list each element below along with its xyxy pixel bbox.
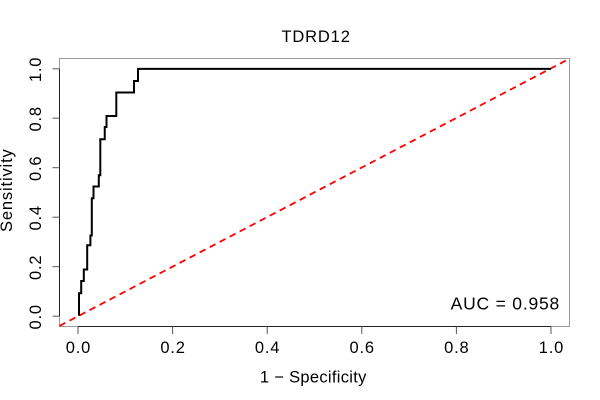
svg-text:0.8: 0.8: [27, 106, 45, 131]
svg-text:0.6: 0.6: [350, 339, 375, 357]
svg-text:0.4: 0.4: [27, 205, 45, 230]
svg-text:1.0: 1.0: [539, 339, 564, 357]
svg-text:0.0: 0.0: [66, 339, 91, 357]
svg-text:1 − Specificity: 1 − Specificity: [260, 368, 367, 386]
svg-text:Sensitivity: Sensitivity: [0, 148, 16, 232]
svg-text:0.8: 0.8: [444, 339, 469, 357]
svg-text:TDRD12: TDRD12: [281, 28, 350, 46]
svg-text:AUC = 0.958: AUC = 0.958: [451, 294, 561, 314]
svg-text:0.6: 0.6: [27, 156, 45, 181]
svg-text:0.2: 0.2: [27, 255, 45, 280]
svg-text:0.4: 0.4: [255, 339, 280, 357]
svg-text:0.0: 0.0: [27, 304, 45, 329]
svg-text:1.0: 1.0: [27, 57, 45, 82]
svg-text:0.2: 0.2: [160, 339, 185, 357]
